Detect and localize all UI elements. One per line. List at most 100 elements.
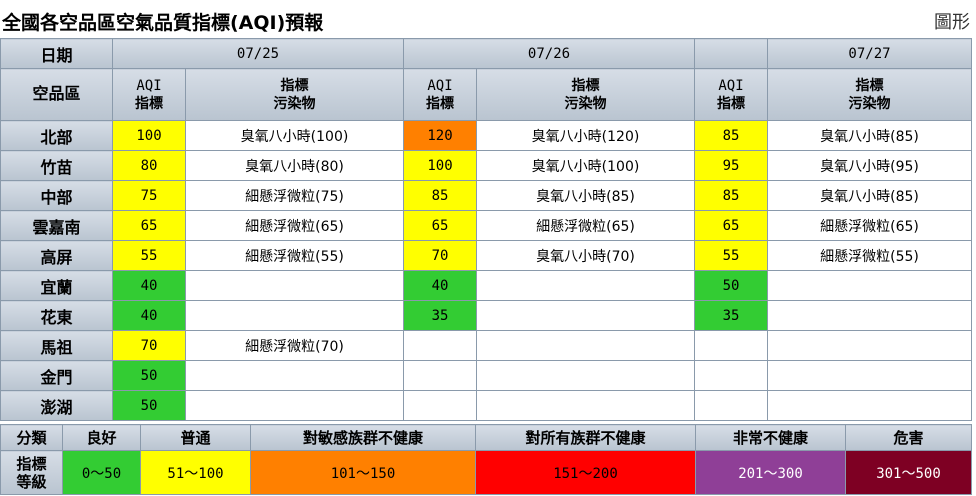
legend-level-hazardous: 危害 xyxy=(845,424,972,451)
region-cell: 金門 xyxy=(0,360,113,391)
legend-range-good: 0～50 xyxy=(62,450,141,495)
pollutant-cell: 細懸浮微粒(65) xyxy=(185,210,404,241)
title-bar: 全國各空品區空氣品質指標(AQI)預報 圖形 xyxy=(0,0,976,38)
legend-range-hazardous: 301～500 xyxy=(845,450,972,495)
table-row: 中部 75 細懸浮微粒(75) 85 臭氧八小時(85) 85 臭氧八小時(85) xyxy=(0,180,972,211)
region-cell: 澎湖 xyxy=(0,390,113,421)
graph-view-link[interactable]: 圖形 xyxy=(934,12,970,33)
legend-level-moderate: 普通 xyxy=(140,424,251,451)
table-row: 宜蘭 40 40 50 xyxy=(0,270,972,301)
aqi-legend-table: 分類 良好 普通 對敏感族群不健康 對所有族群不健康 非常不健康 危害 指標 等級… xyxy=(0,424,972,495)
region-cell: 宜蘭 xyxy=(0,270,113,301)
pollutant-cell: 臭氧八小時(80) xyxy=(185,150,404,181)
pollutant-cell xyxy=(476,360,695,391)
region-cell: 雲嘉南 xyxy=(0,210,113,241)
aqi-value-cell: 100 xyxy=(112,120,186,151)
aqi-value-cell: 50 xyxy=(112,360,186,391)
legend-level-unhealthy: 對所有族群不健康 xyxy=(475,424,696,451)
pollutant-cell: 臭氧八小時(95) xyxy=(767,150,972,181)
table-row: 馬祖 70 細懸浮微粒(70) xyxy=(0,330,972,361)
legend-range-usg: 101～150 xyxy=(250,450,476,495)
region-cell: 北部 xyxy=(0,120,113,151)
legend-range-moderate: 51～100 xyxy=(140,450,251,495)
aqi-value-cell: 35 xyxy=(403,300,477,331)
legend-range-row: 指標 等級 0～50 51～100 101～150 151～200 201～300… xyxy=(0,450,972,495)
legend-row-header: 指標 等級 xyxy=(0,450,63,495)
aqi-value-cell xyxy=(403,360,477,391)
legend-category-header: 分類 xyxy=(0,424,63,451)
pollutant-cell xyxy=(185,390,404,421)
pollutant-cell xyxy=(476,390,695,421)
aqi-value-cell: 65 xyxy=(694,210,768,241)
pollutant-cell xyxy=(767,300,972,331)
pollutant-header-2: 指標 污染物 xyxy=(476,68,695,121)
table-row: 雲嘉南 65 細懸浮微粒(65) 65 細懸浮微粒(65) 65 細懸浮微粒(65) xyxy=(0,210,972,241)
pollutant-cell xyxy=(185,270,404,301)
table-row: 花東 40 35 35 xyxy=(0,300,972,331)
table-row: 竹苗 80 臭氧八小時(80) 100 臭氧八小時(100) 95 臭氧八小時(95) xyxy=(0,150,972,181)
table-row: 澎湖 50 xyxy=(0,390,972,421)
pollutant-cell xyxy=(185,300,404,331)
aqi-value-cell: 50 xyxy=(694,270,768,301)
pollutant-cell: 細懸浮微粒(70) xyxy=(185,330,404,361)
region-header: 空品區 xyxy=(0,68,113,121)
pollutant-cell: 細懸浮微粒(75) xyxy=(185,180,404,211)
region-cell: 竹苗 xyxy=(0,150,113,181)
aqi-value-cell: 40 xyxy=(112,270,186,301)
date-3-spacer xyxy=(694,38,768,69)
pollutant-header-1: 指標 污染物 xyxy=(185,68,404,121)
pollutant-cell: 臭氧八小時(120) xyxy=(476,120,695,151)
aqi-value-cell xyxy=(403,330,477,361)
legend-name-row: 分類 良好 普通 對敏感族群不健康 對所有族群不健康 非常不健康 危害 xyxy=(0,424,972,451)
date-header-row: 日期 07/25 07/26 07/27 xyxy=(0,38,972,69)
pollutant-cell xyxy=(767,390,972,421)
aqi-forecast-table: 日期 07/25 07/26 07/27 空品區 AQI 指標 指標 污染物 AQI… xyxy=(0,38,972,421)
page-title: 全國各空品區空氣品質指標(AQI)預報 xyxy=(2,12,324,34)
aqi-value-cell: 55 xyxy=(694,240,768,271)
pollutant-cell xyxy=(476,270,695,301)
legend-range-very-unhealthy: 201～300 xyxy=(695,450,846,495)
sub-header-row: 空品區 AQI 指標 指標 污染物 AQI 指標 指標 污染物 AQI 指標 指標 污染物 xyxy=(0,68,972,121)
aqi-value-cell: 85 xyxy=(694,120,768,151)
pollutant-cell: 臭氧八小時(85) xyxy=(767,120,972,151)
date-3: 07/27 xyxy=(767,38,972,69)
pollutant-cell: 臭氧八小時(85) xyxy=(476,180,695,211)
pollutant-cell: 細懸浮微粒(55) xyxy=(185,240,404,271)
table-row: 高屏 55 細懸浮微粒(55) 70 臭氧八小時(70) 55 細懸浮微粒(55) xyxy=(0,240,972,271)
pollutant-cell: 細懸浮微粒(65) xyxy=(476,210,695,241)
legend-range-unhealthy: 151～200 xyxy=(475,450,696,495)
pollutant-header-3: 指標 污染物 xyxy=(767,68,972,121)
aqi-value-cell: 40 xyxy=(112,300,186,331)
table-row: 金門 50 xyxy=(0,360,972,391)
pollutant-cell xyxy=(767,330,972,361)
legend-level-very-unhealthy: 非常不健康 xyxy=(695,424,846,451)
pollutant-cell: 細懸浮微粒(65) xyxy=(767,210,972,241)
legend-level-usg: 對敏感族群不健康 xyxy=(250,424,476,451)
aqi-value-cell: 120 xyxy=(403,120,477,151)
pollutant-cell xyxy=(476,330,695,361)
aqi-value-cell: 70 xyxy=(112,330,186,361)
pollutant-cell: 細懸浮微粒(55) xyxy=(767,240,972,271)
aqi-header-1: AQI 指標 xyxy=(112,68,186,121)
aqi-value-cell: 65 xyxy=(403,210,477,241)
aqi-value-cell: 50 xyxy=(112,390,186,421)
pollutant-cell: 臭氧八小時(100) xyxy=(185,120,404,151)
pollutant-cell xyxy=(767,360,972,391)
pollutant-cell xyxy=(767,270,972,301)
date-label: 日期 xyxy=(0,38,113,69)
pollutant-cell: 臭氧八小時(85) xyxy=(767,180,972,211)
date-2: 07/26 xyxy=(403,38,695,69)
aqi-value-cell xyxy=(694,390,768,421)
aqi-value-cell: 100 xyxy=(403,150,477,181)
aqi-value-cell: 85 xyxy=(694,180,768,211)
pollutant-cell: 臭氧八小時(70) xyxy=(476,240,695,271)
aqi-value-cell: 80 xyxy=(112,150,186,181)
aqi-value-cell: 95 xyxy=(694,150,768,181)
aqi-value-cell xyxy=(694,330,768,361)
region-cell: 中部 xyxy=(0,180,113,211)
region-cell: 馬祖 xyxy=(0,330,113,361)
table-row: 北部 100 臭氧八小時(100) 120 臭氧八小時(120) 85 臭氧八小時(85) xyxy=(0,120,972,151)
aqi-value-cell: 35 xyxy=(694,300,768,331)
aqi-value-cell: 85 xyxy=(403,180,477,211)
date-1: 07/25 xyxy=(112,38,404,69)
